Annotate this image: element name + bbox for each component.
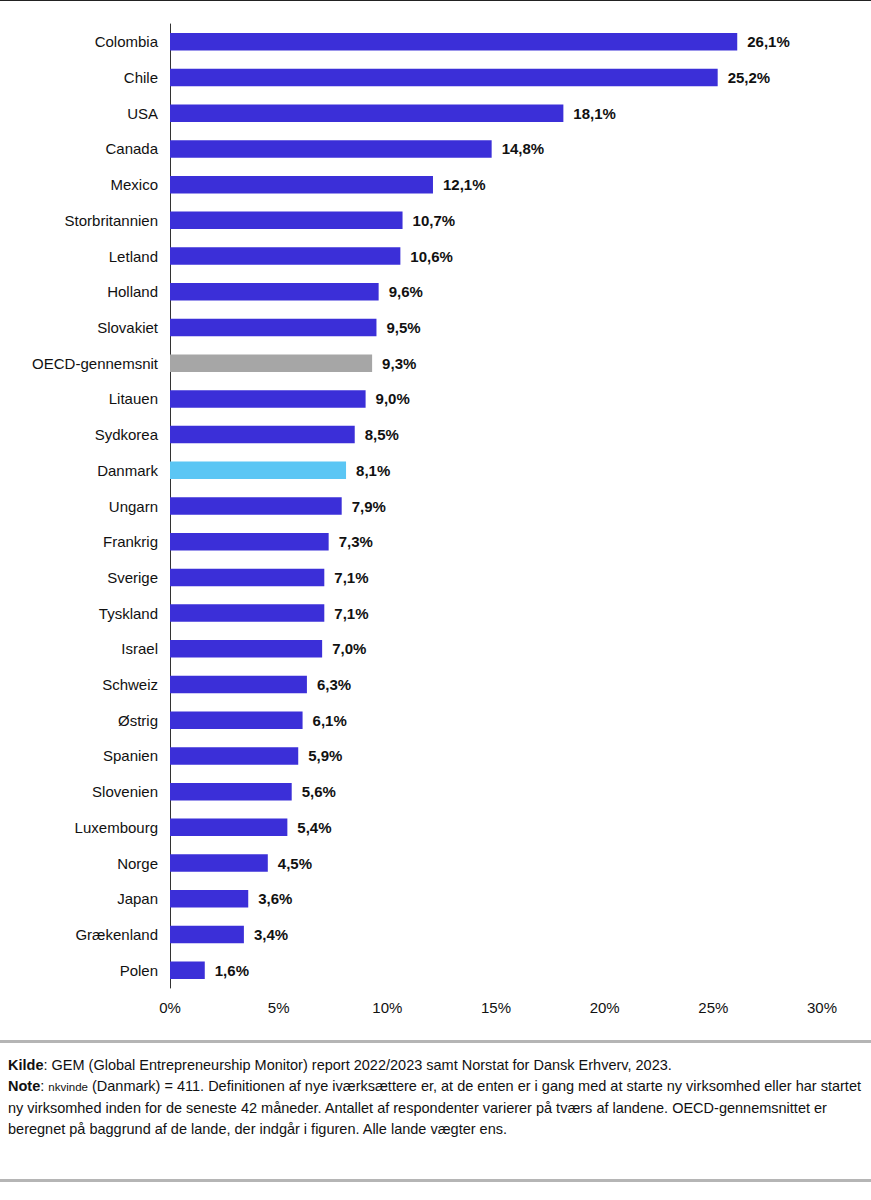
- html-text:Kilde: GEM (Global Entrepreneu: Kilde: GEM (Global Entrepreneurship Moni…: [8, 1057, 672, 1073]
- svg-text:Japan: Japan: [117, 890, 158, 907]
- svg-text:Storbritannien: Storbritannien: [65, 212, 158, 229]
- svg-text:Frankrig: Frankrig: [103, 533, 158, 550]
- svg-text:USA: USA: [127, 105, 158, 122]
- svg-text:7,1%: 7,1%: [334, 569, 368, 586]
- svg-text:5,4%: 5,4%: [297, 819, 331, 836]
- svg-text:3,4%: 3,4%: [254, 926, 288, 943]
- svg-text:Polen: Polen: [120, 962, 158, 979]
- svg-text:Colombia: Colombia: [95, 33, 159, 50]
- svg-text:8,5%: 8,5%: [365, 426, 399, 443]
- svg-text:12,1%: 12,1%: [443, 176, 486, 193]
- svg-text:7,9%: 7,9%: [352, 498, 386, 515]
- html-text:Note:nkvinde(Danmark) = 411. D: Note:nkvinde(Danmark) = 411. Definitione…: [8, 1078, 861, 1137]
- svg-text:0%: 0%: [159, 999, 181, 1016]
- svg-text:10,6%: 10,6%: [410, 248, 453, 265]
- svg-text:10%: 10%: [372, 999, 402, 1016]
- svg-text:15%: 15%: [481, 999, 511, 1016]
- svg-text:Grækenland: Grækenland: [75, 926, 158, 943]
- svg-text:Slovakiet: Slovakiet: [97, 319, 159, 336]
- svg-text:3,6%: 3,6%: [258, 890, 292, 907]
- svg-text:Israel: Israel: [121, 640, 158, 657]
- svg-text:1,6%: 1,6%: [215, 962, 249, 979]
- svg-text:6,3%: 6,3%: [317, 676, 351, 693]
- svg-text:Danmark: Danmark: [97, 462, 158, 479]
- svg-text:26,1%: 26,1%: [747, 33, 790, 50]
- svg-text:18,1%: 18,1%: [573, 105, 616, 122]
- svg-text:Slovenien: Slovenien: [92, 783, 158, 800]
- svg-text:Ungarn: Ungarn: [109, 498, 158, 515]
- svg-text:14,8%: 14,8%: [502, 140, 545, 157]
- svg-text:Mexico: Mexico: [110, 176, 158, 193]
- svg-text:OECD-gennemsnit: OECD-gennemsnit: [32, 355, 159, 372]
- svg-text:Østrig: Østrig: [118, 712, 158, 729]
- svg-text:Norge: Norge: [117, 855, 158, 872]
- svg-text:20%: 20%: [590, 999, 620, 1016]
- svg-text:Tyskland: Tyskland: [99, 605, 158, 622]
- svg-text:9,3%: 9,3%: [382, 355, 416, 372]
- svg-text:9,6%: 9,6%: [389, 283, 423, 300]
- svg-text:6,1%: 6,1%: [313, 712, 347, 729]
- svg-text:5,6%: 5,6%: [302, 783, 336, 800]
- svg-text:Sydkorea: Sydkorea: [95, 426, 159, 443]
- svg-text:5,9%: 5,9%: [308, 747, 342, 764]
- svg-text:7,0%: 7,0%: [332, 640, 366, 657]
- svg-text:7,1%: 7,1%: [334, 605, 368, 622]
- svg-text:25%: 25%: [698, 999, 728, 1016]
- svg-text:30%: 30%: [807, 999, 837, 1016]
- svg-text:Sverige: Sverige: [107, 569, 158, 586]
- svg-text:7,3%: 7,3%: [339, 533, 373, 550]
- svg-text:9,0%: 9,0%: [376, 390, 410, 407]
- svg-text:Litauen: Litauen: [109, 390, 158, 407]
- svg-text:8,1%: 8,1%: [356, 462, 390, 479]
- svg-text:Holland: Holland: [107, 283, 158, 300]
- svg-text:Canada: Canada: [105, 140, 158, 157]
- svg-text:Chile: Chile: [124, 69, 158, 86]
- svg-text:10,7%: 10,7%: [413, 212, 456, 229]
- svg-text:9,5%: 9,5%: [386, 319, 420, 336]
- svg-text:Letland: Letland: [109, 248, 158, 265]
- svg-text:4,5%: 4,5%: [278, 855, 312, 872]
- svg-text:Schweiz: Schweiz: [102, 676, 158, 693]
- svg-text:25,2%: 25,2%: [728, 69, 771, 86]
- svg-text:5%: 5%: [268, 999, 290, 1016]
- svg-text:Spanien: Spanien: [103, 747, 158, 764]
- svg-text:Luxembourg: Luxembourg: [75, 819, 158, 836]
